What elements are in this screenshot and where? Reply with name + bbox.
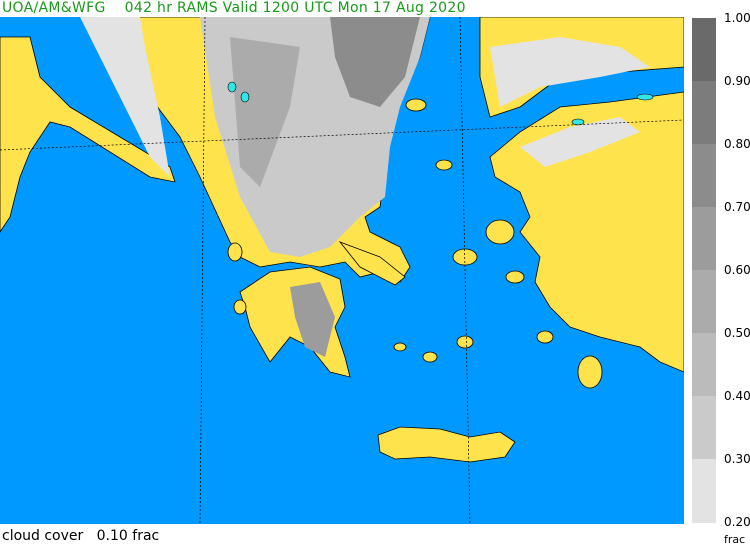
colorbar-bin <box>692 81 716 144</box>
colorbar-bin <box>692 18 716 81</box>
colorbar <box>692 18 716 523</box>
organization-label: UOA/AM&WFG <box>2 0 106 16</box>
field-interval: 0.10 frac <box>96 528 160 544</box>
colorbar-label: 0.60 <box>724 263 750 277</box>
forecast-title: 042 hr RAMS Valid 1200 UTC Mon 17 Aug 20… <box>124 0 466 16</box>
colorbar-label: 0.80 <box>724 137 750 151</box>
land-evia <box>338 241 406 286</box>
colorbar-label: 0.90 <box>724 74 750 88</box>
colorbar-unit: frac <box>724 533 746 546</box>
colorbar-label: 0.40 <box>724 389 750 403</box>
graticule <box>0 17 684 524</box>
colorbar-label: 0.30 <box>724 452 750 466</box>
field-caption: cloud cover 0.10 frac <box>2 528 159 544</box>
colorbar-bin <box>692 333 716 396</box>
cloud-cover-map <box>0 17 684 524</box>
field-name: cloud cover <box>2 528 84 544</box>
colorbar-label: 0.50 <box>724 326 750 340</box>
colorbar-bin <box>692 396 716 459</box>
colorbar-label: 0.70 <box>724 200 750 214</box>
land-turkey <box>489 91 684 373</box>
map-title: UOA/AM&WFG 042 hr RAMS Valid 1200 UTC Mo… <box>2 0 466 16</box>
land-italy <box>0 36 176 233</box>
colorbar-label: 0.20 <box>724 515 750 529</box>
cloud-cover-shading <box>80 17 650 357</box>
colorbar-bin <box>692 144 716 207</box>
colorbar-label: 1.00 <box>724 11 750 25</box>
colorbar-bin <box>692 207 716 270</box>
colorbar-bin <box>692 459 716 523</box>
lakes <box>227 81 654 126</box>
land-crete <box>377 426 516 463</box>
colorbar-bin <box>692 270 716 333</box>
islands <box>227 98 603 389</box>
